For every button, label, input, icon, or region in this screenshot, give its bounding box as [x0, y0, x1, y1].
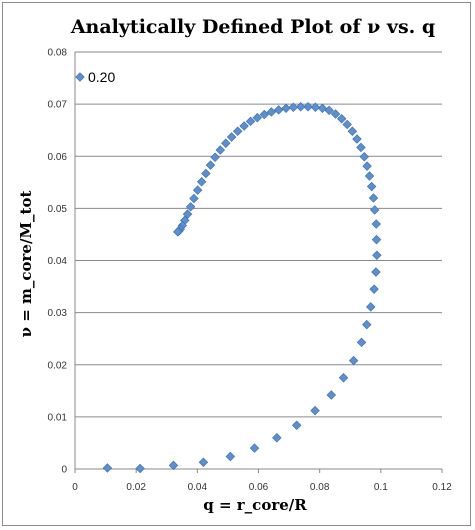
data-point — [366, 302, 376, 312]
data-point — [303, 102, 313, 112]
x-tick-label: 0.06 — [249, 482, 269, 493]
chart-frame — [2, 2, 471, 526]
data-point — [245, 116, 256, 127]
data-point — [369, 205, 380, 215]
data-point — [226, 132, 237, 142]
y-tick-label: 0.07 — [48, 100, 68, 111]
data-point — [173, 227, 183, 237]
data-point — [310, 405, 320, 416]
data-points — [102, 102, 382, 474]
y-tick-label: 0.06 — [48, 152, 68, 163]
legend-marker — [75, 72, 85, 82]
data-point — [338, 373, 349, 383]
data-point — [189, 193, 199, 204]
data-point — [252, 112, 263, 123]
data-point — [196, 177, 207, 187]
data-point — [272, 433, 282, 443]
x-tick-label: 0.1 — [374, 482, 388, 493]
data-point — [371, 267, 381, 277]
x-axis-label: q = r_core/R — [203, 496, 307, 514]
data-point — [135, 463, 145, 474]
data-point — [330, 109, 341, 119]
data-point — [362, 319, 372, 330]
data-point — [292, 420, 302, 430]
data-point — [348, 355, 359, 366]
y-tick-label: 0.01 — [48, 412, 68, 423]
data-point — [232, 126, 243, 136]
data-point — [356, 337, 367, 348]
x-tick-label: 0.02 — [126, 482, 146, 493]
data-point — [210, 152, 220, 163]
data-point — [198, 457, 209, 467]
data-point — [266, 107, 277, 117]
data-point — [249, 443, 260, 453]
data-point — [192, 185, 203, 195]
data-point — [295, 102, 306, 112]
y-tick-label: 0 — [61, 465, 67, 476]
data-point — [336, 113, 347, 124]
data-point — [168, 460, 179, 471]
data-point — [368, 193, 379, 203]
x-tick-label: 0.04 — [188, 482, 208, 493]
data-point — [364, 171, 375, 181]
data-point — [281, 103, 291, 114]
y-axis-label: ν = m_core/M_tot — [17, 191, 35, 338]
data-point — [366, 181, 377, 192]
gridlines — [75, 51, 442, 418]
data-point — [347, 126, 358, 136]
x-tick-label: 0.08 — [310, 482, 330, 493]
data-point — [359, 152, 370, 162]
chart-title: Analytically Defined Plot of ν vs. q — [70, 16, 435, 38]
x-tick-label: 0.12 — [432, 482, 452, 493]
data-point — [288, 102, 299, 112]
data-point — [273, 105, 284, 115]
data-point — [326, 390, 337, 400]
data-point — [201, 168, 211, 179]
data-point — [259, 109, 270, 120]
data-point — [221, 138, 231, 148]
data-point — [371, 234, 382, 245]
y-tick-label: 0.04 — [48, 256, 68, 267]
data-point — [239, 121, 249, 131]
x-tick-label: 0 — [72, 482, 78, 493]
data-point — [205, 160, 216, 170]
y-tick-label: 0.02 — [48, 360, 68, 371]
legend: 0.20 — [75, 69, 115, 85]
data-point — [225, 451, 236, 462]
y-tick-labels: 0 0.01 0.02 0.03 0.04 0.05 0.06 0.07 0.08 — [48, 48, 68, 476]
data-point — [369, 284, 379, 294]
legend-label: 0.20 — [88, 69, 115, 85]
y-tick-label: 0.08 — [48, 48, 68, 59]
data-point — [372, 250, 382, 261]
data-point — [185, 202, 196, 212]
data-point — [362, 161, 372, 171]
data-point — [102, 463, 113, 473]
data-point — [310, 102, 321, 112]
data-point — [356, 142, 366, 153]
y-tick-label: 0.03 — [48, 308, 68, 319]
data-point — [342, 119, 352, 130]
data-point — [215, 145, 225, 155]
x-tick-labels: 0 0.02 0.04 0.06 0.08 0.1 0.12 — [72, 469, 452, 493]
y-tick-label: 0.05 — [48, 204, 68, 215]
data-point — [371, 219, 381, 229]
data-point — [352, 134, 362, 144]
